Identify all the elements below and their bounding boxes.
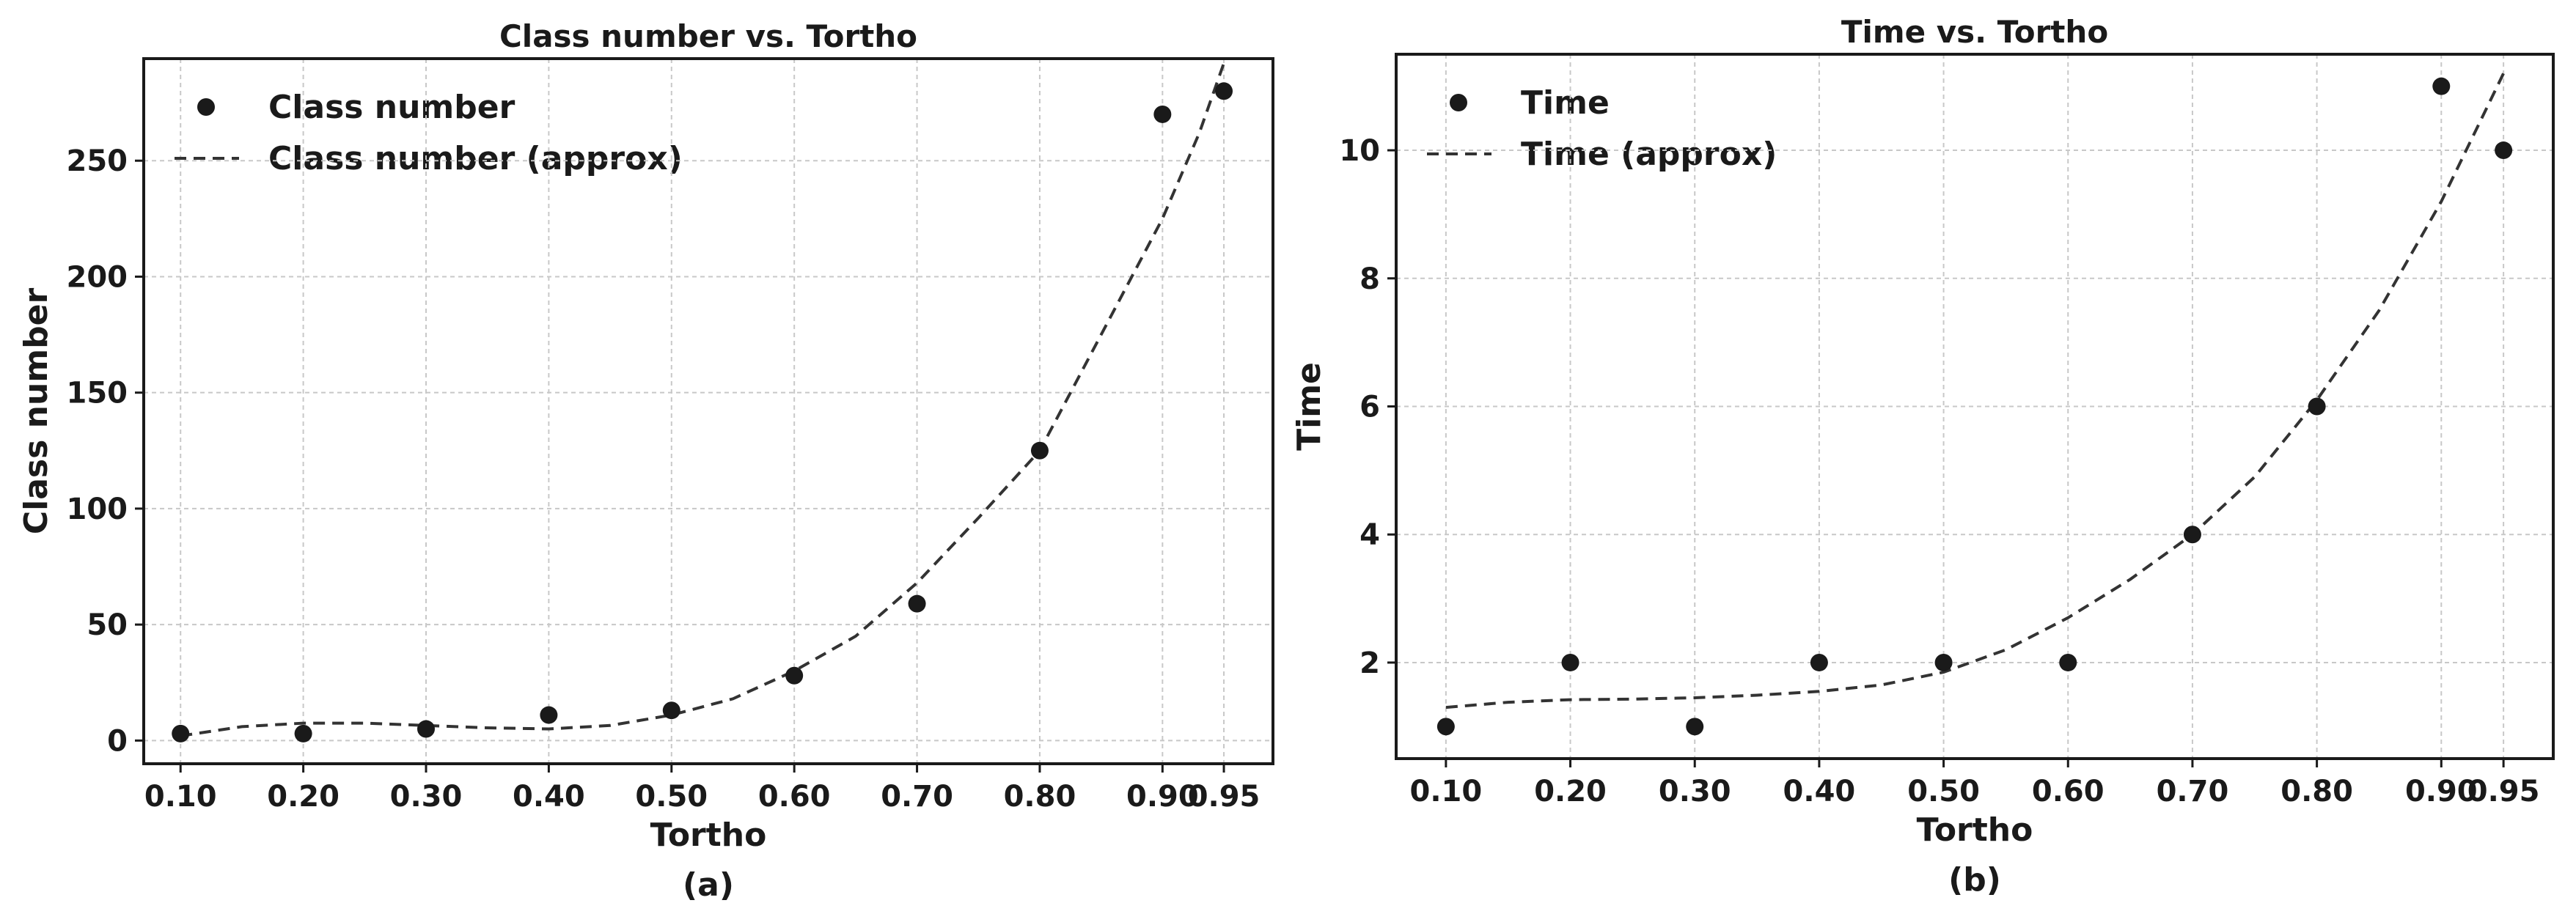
plot-frame-a (142, 57, 1274, 765)
x-tick-label: 0.40 (1783, 775, 1856, 808)
panel-label-a: (a) (683, 866, 734, 904)
x-tick-label: 0.10 (144, 780, 217, 814)
legend-label-class-number-approx: Class number (approx) (268, 140, 683, 177)
legend-marker-points (197, 98, 215, 116)
data-point-time (2495, 141, 2513, 160)
x-tick-label: 0.70 (881, 780, 953, 814)
data-point-time (1810, 653, 1828, 671)
x-tick-label: 0.95 (2467, 775, 2540, 808)
data-point-class-number (540, 706, 558, 724)
x-tick-label: 0.30 (1659, 775, 1731, 808)
data-point-time (1436, 718, 1455, 736)
data-point-time (2432, 77, 2451, 95)
chart-title-a: Class number vs. Tortho (499, 18, 917, 54)
x-tick-label: 0.70 (2157, 775, 2229, 808)
x-tick-label: 0.50 (1907, 775, 1980, 808)
y-tick-label: 8 (1359, 262, 1380, 296)
data-point-time (1561, 653, 1579, 671)
x-tick-label: 0.30 (390, 780, 463, 814)
x-axis-label-a: Tortho (650, 817, 767, 854)
chart-title-b: Time vs. Tortho (1841, 14, 2108, 50)
data-point-class-number (1215, 82, 1233, 100)
x-tick-label: 0.80 (1004, 780, 1076, 814)
x-tick-label: 0.90 (2405, 775, 2478, 808)
chart-panel-b: Time vs. Tortho Time Tortho (b) Time Tim… (1291, 14, 2555, 899)
y-tick-label: 150 (67, 377, 128, 410)
data-point-class-number (1153, 105, 1172, 123)
x-tick-label: 0.20 (267, 780, 340, 814)
y-tick-label: 2 (1359, 646, 1380, 680)
series-line-time-approx (1445, 73, 2505, 710)
chart-panel-a: Class number vs. Tortho Class number Tor… (18, 18, 1274, 904)
y-tick-label: 10 (1339, 134, 1380, 168)
x-tick-label: 0.60 (758, 780, 831, 814)
grid-a (144, 59, 1273, 764)
data-point-time (2059, 653, 2077, 671)
x-tick-label: 0.40 (513, 780, 585, 814)
data-point-class-number (908, 594, 926, 613)
panel-label-b: (b) (1948, 861, 2001, 899)
data-point-class-number (294, 724, 312, 742)
data-point-time (1934, 653, 1953, 671)
x-tick-label: 0.80 (2280, 775, 2353, 808)
data-point-class-number (172, 724, 190, 742)
y-tick-label: 4 (1359, 518, 1380, 552)
x-tick-label: 0.90 (1126, 780, 1199, 814)
grid-b (1396, 54, 2553, 759)
series-line-class-number-approx (180, 62, 1225, 737)
y-axis-label-b: Time (1291, 362, 1328, 451)
x-axis-label-b: Tortho (1917, 811, 2033, 849)
y-tick-label: 6 (1359, 391, 1380, 424)
data-point-time (1686, 718, 1704, 736)
x-tick-label: 0.60 (2032, 775, 2105, 808)
data-point-class-number (1030, 441, 1049, 460)
y-tick-label: 200 (67, 260, 128, 294)
data-point-class-number (785, 666, 804, 685)
legend-label-class-number: Class number (268, 89, 515, 126)
x-tick-label: 0.95 (1188, 780, 1261, 814)
y-tick-label: 250 (67, 144, 128, 178)
y-tick-label: 0 (107, 724, 128, 758)
x-tick-label: 0.10 (1410, 775, 1483, 808)
data-point-time (2183, 526, 2201, 544)
y-tick-label: 50 (87, 608, 128, 642)
data-point-class-number (417, 720, 435, 738)
x-tick-label: 0.20 (1534, 775, 1607, 808)
x-tick-label: 0.50 (635, 780, 708, 814)
plot-frame-b (1395, 53, 2555, 760)
legend-label-time: Time (1521, 84, 1610, 122)
y-axis-label-a: Class number (18, 288, 55, 535)
data-point-class-number (662, 701, 680, 720)
data-point-time (2308, 397, 2326, 416)
legend-label-time-approx: Time (approx) (1521, 136, 1777, 173)
legend-marker-points (1450, 94, 1467, 111)
y-tick-label: 100 (67, 493, 128, 526)
